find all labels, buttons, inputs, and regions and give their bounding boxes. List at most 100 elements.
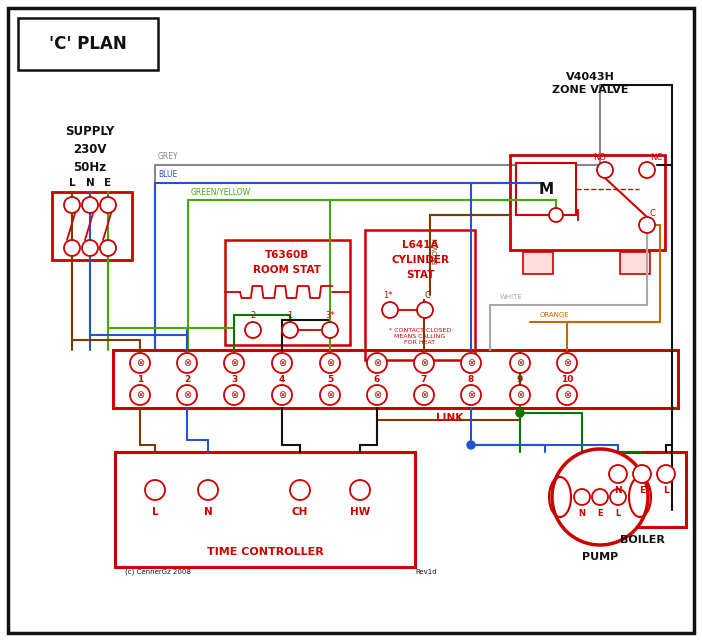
Text: GREEN/YELLOW: GREEN/YELLOW [191,187,251,196]
Text: 6: 6 [374,374,380,383]
Circle shape [552,449,648,545]
Circle shape [320,385,340,405]
Circle shape [467,441,475,449]
Text: C: C [424,291,430,300]
Circle shape [461,385,481,405]
Text: 8: 8 [468,374,474,383]
Bar [365,230,475,360]
Text: (c) CennerGz 2008: (c) CennerGz 2008 [125,569,191,575]
Text: ⊗: ⊗ [278,390,286,400]
Circle shape [516,409,524,417]
Circle shape [609,465,627,483]
Circle shape [574,489,590,505]
Circle shape [320,353,340,373]
Circle shape [367,385,387,405]
Text: ⊗: ⊗ [183,390,191,400]
Circle shape [549,208,563,222]
Text: ⊗: ⊗ [136,358,144,368]
Text: 'C' PLAN: 'C' PLAN [49,35,127,53]
Text: CYLINDER: CYLINDER [391,255,449,265]
Text: 1: 1 [287,311,293,320]
Text: LINK: LINK [437,413,463,423]
Text: ⊗: ⊗ [278,358,286,368]
Text: ⊗: ⊗ [563,390,571,400]
Circle shape [64,197,80,213]
Circle shape [100,197,116,213]
Circle shape [272,385,292,405]
Text: HW: HW [350,507,370,517]
Bar [52,192,132,260]
Circle shape [198,480,218,500]
Text: ⊗: ⊗ [373,390,381,400]
Text: ⊗: ⊗ [326,390,334,400]
Text: L: L [663,486,669,495]
Circle shape [592,489,608,505]
Text: E: E [105,178,112,188]
Text: 1*: 1* [383,291,392,300]
Circle shape [322,322,338,338]
Circle shape [350,480,370,500]
Text: 7: 7 [420,374,428,383]
Circle shape [597,162,613,178]
Text: ⊗: ⊗ [516,358,524,368]
Bar [18,18,158,70]
Text: L: L [152,507,159,517]
Text: PUMP: PUMP [582,552,618,562]
Text: ⊗: ⊗ [183,358,191,368]
Circle shape [639,162,655,178]
Circle shape [557,353,577,373]
Text: L: L [616,509,621,518]
Circle shape [64,240,80,256]
Circle shape [367,353,387,373]
Bar [115,452,415,567]
Text: 3: 3 [231,374,237,383]
Text: 2: 2 [251,311,256,320]
Text: E: E [597,509,603,518]
Text: ⊗: ⊗ [516,390,524,400]
Text: CH: CH [292,507,308,517]
Circle shape [100,240,116,256]
Text: V4043H
ZONE VALVE: V4043H ZONE VALVE [552,72,628,96]
Circle shape [82,240,98,256]
Text: 2: 2 [184,374,190,383]
Circle shape [461,353,481,373]
Text: 9: 9 [517,374,523,383]
Circle shape [245,322,261,338]
Text: ⊗: ⊗ [420,358,428,368]
Text: 5: 5 [327,374,333,383]
Text: ⊗: ⊗ [467,390,475,400]
Bar [516,163,576,215]
Bar [113,350,678,408]
Text: ⊗: ⊗ [326,358,334,368]
Circle shape [177,353,197,373]
Circle shape [272,353,292,373]
Circle shape [414,353,434,373]
Text: 4: 4 [279,374,285,383]
Circle shape [130,353,150,373]
Text: SUPPLY
230V
50Hz: SUPPLY 230V 50Hz [65,125,114,174]
Circle shape [657,465,675,483]
Circle shape [414,385,434,405]
Circle shape [610,489,626,505]
Text: L641A: L641A [402,240,438,250]
Circle shape [130,385,150,405]
Text: N: N [204,507,213,517]
Text: ⊗: ⊗ [136,390,144,400]
Text: E: E [639,486,645,495]
Circle shape [290,480,310,500]
Circle shape [282,322,298,338]
Bar [225,240,350,345]
Circle shape [177,385,197,405]
Text: 1: 1 [137,374,143,383]
Bar [598,452,686,527]
Text: BROWN: BROWN [432,237,438,263]
Text: GREY: GREY [158,152,178,161]
Text: ROOM STAT: ROOM STAT [253,265,321,275]
Circle shape [224,385,244,405]
Circle shape [145,480,165,500]
Text: M: M [538,181,554,197]
Circle shape [639,217,655,233]
Circle shape [510,385,530,405]
Bar [510,155,665,250]
Circle shape [557,385,577,405]
